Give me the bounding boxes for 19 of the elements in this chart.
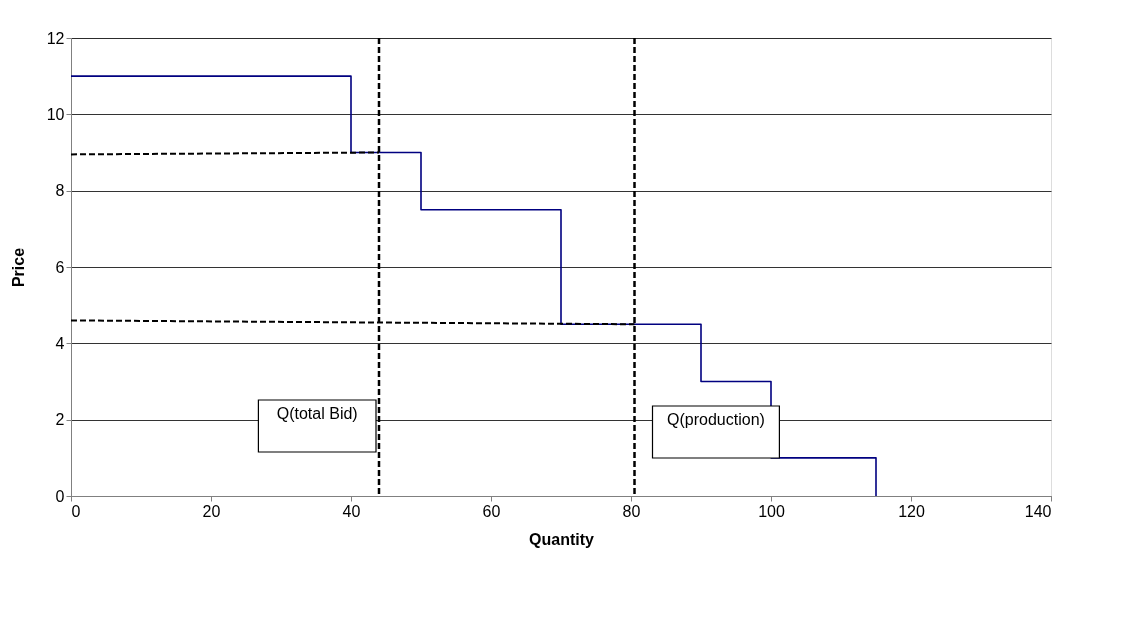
- y-tick-label: 0: [55, 487, 65, 505]
- y-tick-label: 8: [55, 182, 65, 200]
- x-tick-label: 20: [202, 502, 221, 520]
- y-tick-label: 2: [55, 411, 65, 429]
- x-tick-label: 60: [482, 502, 501, 520]
- y-tick-label: 6: [55, 258, 65, 276]
- x-tick-label: 140: [1024, 502, 1052, 520]
- y-tick-label: 12: [46, 29, 65, 47]
- ref-line-label: Q(production): [667, 411, 765, 428]
- y-axis-title: Price: [9, 247, 27, 288]
- x-tick-label: 40: [342, 502, 361, 520]
- x-tick-label: 120: [898, 502, 925, 520]
- x-tick-label: 80: [622, 502, 641, 520]
- y-tick-label: 4: [55, 334, 65, 352]
- ref-line-label: Q(total Bid): [276, 405, 358, 422]
- x-tick-label: 0: [71, 502, 81, 520]
- x-axis-title: Quantity: [529, 530, 595, 548]
- x-tick-label: 100: [758, 502, 785, 520]
- y-tick-label: 10: [46, 105, 65, 123]
